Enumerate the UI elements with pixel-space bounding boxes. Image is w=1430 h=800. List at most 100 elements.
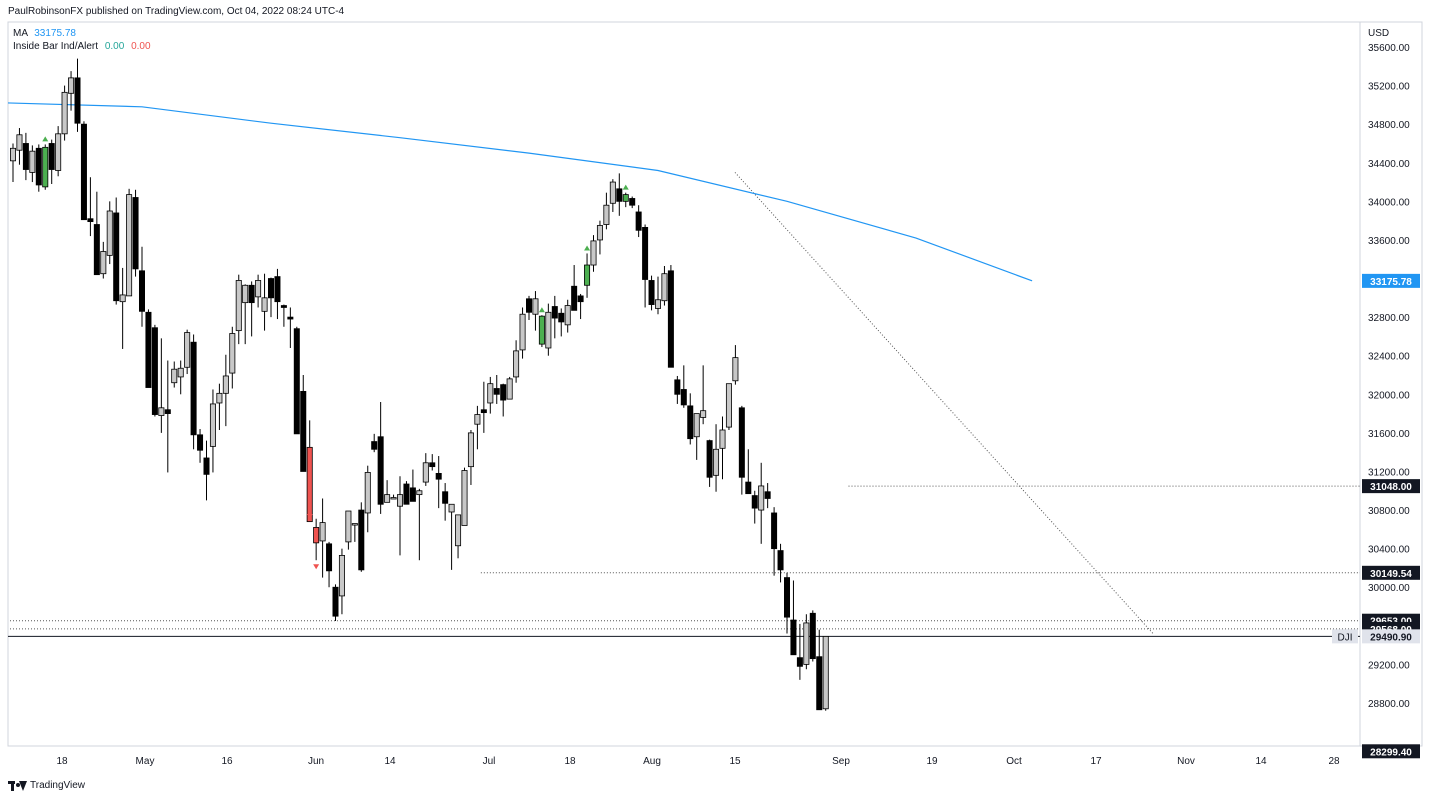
inside-bar-down-marker bbox=[313, 564, 320, 570]
x-tick-label: 18 bbox=[56, 756, 68, 767]
price-label-box bbox=[1362, 479, 1420, 494]
x-tick-label: 14 bbox=[1255, 756, 1267, 767]
candle-body bbox=[338, 555, 345, 597]
symbol-tag-box bbox=[1332, 629, 1358, 644]
candle-body bbox=[635, 211, 642, 231]
candle-body bbox=[106, 210, 113, 256]
candle-body bbox=[306, 446, 313, 523]
candle-body bbox=[777, 550, 784, 571]
candle-body bbox=[9, 147, 16, 162]
candle-body bbox=[751, 495, 758, 509]
candle-body bbox=[332, 586, 339, 617]
candle-body bbox=[274, 276, 281, 303]
candle-body bbox=[648, 280, 655, 305]
candle-body bbox=[319, 522, 326, 542]
ma-legend-value: 33175.78 bbox=[34, 28, 76, 39]
candle-body bbox=[661, 273, 668, 302]
x-tick-label: 28 bbox=[1328, 756, 1340, 767]
candle-body bbox=[177, 367, 184, 378]
candle-body bbox=[326, 543, 333, 572]
candle-body bbox=[616, 188, 623, 202]
candle-body bbox=[184, 332, 191, 368]
y-tick-label: 32400.00 bbox=[1368, 352, 1410, 363]
candle-body bbox=[764, 491, 771, 499]
candle-body bbox=[267, 278, 274, 299]
candle-body bbox=[455, 514, 462, 547]
candle-body bbox=[655, 299, 662, 309]
candle-body bbox=[248, 284, 255, 304]
candle-body bbox=[674, 379, 681, 395]
candle-body bbox=[771, 512, 778, 550]
candle-body bbox=[358, 509, 365, 571]
x-tick-label: Sep bbox=[832, 756, 850, 767]
candle-body bbox=[364, 472, 371, 514]
inside-bar-up-marker bbox=[42, 136, 49, 142]
candle-body bbox=[171, 368, 178, 384]
candle-body bbox=[242, 284, 249, 304]
candle-body bbox=[667, 270, 674, 368]
tradingview-footer[interactable]: TradingView bbox=[8, 780, 85, 791]
candle-body bbox=[61, 91, 68, 135]
candle-body bbox=[100, 251, 107, 275]
y-tick-label: 30000.00 bbox=[1368, 583, 1410, 594]
moving-average-line bbox=[7, 102, 1033, 282]
candle-body bbox=[590, 240, 597, 266]
tradingview-logo-icon bbox=[8, 780, 27, 791]
candle-body bbox=[409, 487, 416, 502]
y-tick-label: 35600.00 bbox=[1368, 43, 1410, 54]
candle-body bbox=[784, 577, 791, 618]
candle-body bbox=[287, 316, 294, 320]
candle-body bbox=[584, 264, 591, 286]
y-tick-label: 32000.00 bbox=[1368, 390, 1410, 401]
candle-body bbox=[351, 523, 358, 526]
candle-body bbox=[564, 305, 571, 326]
candle-body bbox=[545, 311, 552, 349]
candle-body bbox=[461, 470, 468, 526]
candle-body bbox=[345, 510, 352, 543]
candle-body bbox=[725, 383, 732, 428]
candle-body bbox=[713, 448, 720, 476]
candle-body bbox=[93, 224, 100, 276]
candle-body bbox=[803, 622, 810, 665]
candle-body bbox=[706, 440, 713, 478]
candle-body bbox=[435, 472, 442, 480]
candle-body bbox=[442, 491, 449, 504]
inside-bar-legend-label: Inside Bar Ind/Alert bbox=[13, 41, 99, 52]
x-tick-label: 17 bbox=[1090, 756, 1102, 767]
candle-body bbox=[526, 298, 533, 313]
candle-body bbox=[164, 409, 171, 414]
price-label-text: 31048.00 bbox=[1370, 482, 1412, 493]
candle-body bbox=[138, 270, 145, 312]
candle-body bbox=[809, 612, 816, 660]
candle-body bbox=[29, 150, 36, 173]
candle-body bbox=[513, 350, 520, 378]
x-tick-label: Nov bbox=[1177, 756, 1195, 767]
candle-body bbox=[596, 225, 603, 241]
candle-body bbox=[474, 414, 481, 425]
candle-body bbox=[790, 619, 797, 656]
candle-body bbox=[506, 378, 513, 400]
candle-body bbox=[300, 390, 307, 472]
candle-body bbox=[551, 306, 558, 319]
candle-body bbox=[687, 405, 694, 440]
price-label-text: 29490.90 bbox=[1370, 632, 1412, 643]
price-label-box bbox=[1362, 744, 1420, 759]
price-label-text: 30149.54 bbox=[1370, 569, 1412, 580]
tradingview-brand: TradingView bbox=[30, 780, 86, 791]
candle-body bbox=[577, 295, 584, 303]
y-tick-label: 35200.00 bbox=[1368, 82, 1410, 93]
candle-body bbox=[113, 212, 120, 302]
candle-body bbox=[87, 218, 94, 223]
currency-label: USD bbox=[1368, 28, 1389, 39]
candle-body bbox=[190, 341, 197, 436]
candle-body bbox=[493, 388, 500, 395]
inside-bar-legend[interactable]: Inside Bar Ind/Alert 0.00 0.00 bbox=[13, 41, 151, 52]
published-by-header: PaulRobinsonFX published on TradingView.… bbox=[8, 6, 345, 17]
ma-legend[interactable]: MA 33175.78 bbox=[13, 28, 76, 39]
x-tick-label: Aug bbox=[643, 756, 661, 767]
candle-body bbox=[732, 357, 739, 382]
y-tick-label: 34000.00 bbox=[1368, 197, 1410, 208]
candle-body bbox=[629, 198, 636, 206]
candle-body bbox=[151, 327, 158, 415]
